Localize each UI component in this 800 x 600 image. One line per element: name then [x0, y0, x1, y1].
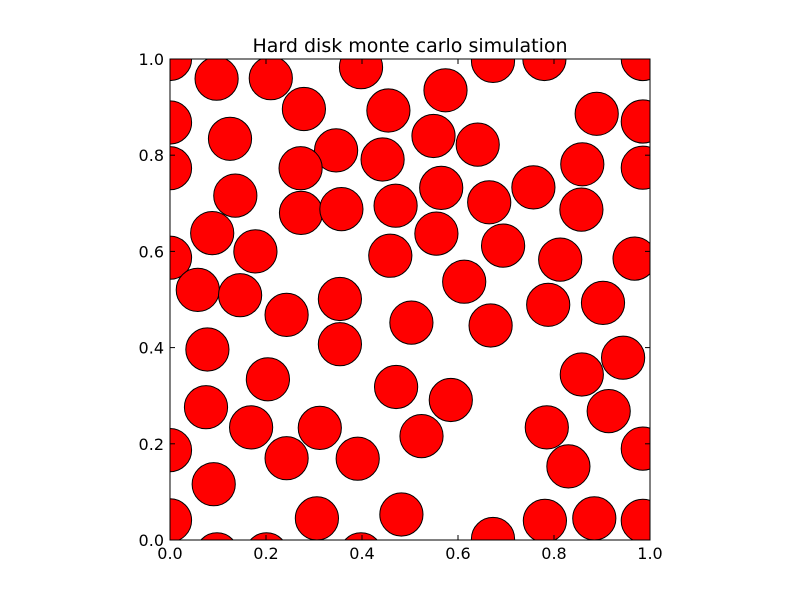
disk-12	[455, 122, 500, 167]
x-tick-label-3: 0.6	[445, 544, 470, 563]
ticks-layer: 0.0 0.2 0.4 0.6 0.8 1.0 0.0 0.2 0.4 0.6 0.8 1.0	[139, 50, 663, 563]
disk-45	[317, 322, 362, 367]
disk-66	[522, 498, 567, 540]
disk-64	[294, 496, 339, 540]
y-tick-label-0: 0.0	[139, 531, 164, 550]
disk-49	[559, 352, 604, 397]
y-tick-label-1: 0.2	[139, 435, 164, 454]
disk-27	[190, 211, 235, 256]
x-tick-label-0: 0.0	[157, 544, 182, 563]
disk-68	[620, 498, 650, 540]
disk-28	[233, 229, 278, 274]
disk-41	[468, 303, 513, 348]
disk-19	[213, 173, 258, 218]
disk-2	[338, 59, 384, 90]
disk-24	[467, 180, 512, 225]
disk-46	[601, 335, 646, 380]
disks-layer	[170, 59, 650, 540]
disk-9	[314, 128, 359, 173]
disk-21	[319, 187, 364, 232]
chart-title: Hard disk monte carlo simulation	[252, 35, 567, 57]
disk-26	[559, 187, 604, 232]
disk-44	[185, 327, 230, 372]
disk-30	[481, 223, 526, 268]
disk-13	[574, 91, 619, 136]
disk-63	[170, 498, 193, 540]
disk-16	[278, 146, 323, 191]
disk-23	[419, 165, 464, 210]
disk-50	[183, 385, 229, 430]
disk-32	[368, 233, 413, 278]
disk-62	[191, 462, 236, 507]
disk-33	[538, 237, 583, 282]
x-tick-label-5: 1.0	[637, 544, 662, 563]
disk-43	[580, 280, 626, 325]
disk-40	[389, 300, 434, 345]
y-tick-label-2: 0.4	[139, 339, 164, 358]
disk-69	[200, 532, 234, 540]
disk-53	[170, 428, 193, 473]
disk-25	[511, 165, 556, 210]
y-tick-label-4: 0.8	[139, 146, 164, 165]
disk-39	[317, 276, 362, 322]
disk-1	[248, 59, 293, 101]
disk-67	[572, 496, 617, 540]
disk-59	[264, 436, 309, 481]
disk-14	[620, 99, 650, 144]
disk-10	[360, 137, 405, 182]
disk-37	[442, 259, 487, 304]
disk-11	[411, 113, 456, 159]
y-tick-label-3: 0.6	[139, 242, 164, 261]
disk-47	[245, 357, 290, 402]
disk-56	[399, 414, 444, 459]
disk-34	[612, 236, 650, 281]
disk-38	[264, 292, 309, 337]
disk-36	[218, 273, 263, 318]
disk-3	[470, 59, 516, 83]
disk-65	[379, 492, 424, 537]
disk-31	[170, 235, 193, 280]
disk-60	[335, 436, 380, 481]
x-tick-label-1: 0.2	[253, 544, 278, 563]
disk-29	[414, 211, 459, 256]
disk-61	[546, 444, 591, 489]
disk-42	[526, 282, 571, 327]
disk-52	[586, 389, 631, 434]
disk-8	[207, 116, 253, 161]
disk-35	[175, 267, 220, 312]
y-tick-label-5: 1.0	[139, 50, 164, 69]
disk-57	[524, 405, 569, 450]
disk-71	[344, 532, 378, 540]
disk-51	[428, 377, 473, 423]
x-tick-label-2: 0.4	[349, 544, 374, 563]
disk-48	[374, 364, 419, 410]
disk-7	[170, 100, 193, 145]
x-tick-label-4: 0.8	[541, 544, 566, 563]
disk-20	[278, 190, 324, 235]
disk-5	[366, 88, 411, 133]
disk-4	[281, 86, 326, 132]
disk-18	[620, 145, 650, 190]
plot-frame	[169, 58, 651, 541]
disk-17	[560, 142, 605, 187]
disk-0	[194, 59, 239, 101]
disk-54	[229, 405, 274, 450]
disk-15	[170, 146, 193, 191]
disk-6	[423, 68, 468, 113]
disk-22	[373, 183, 418, 228]
disk-55	[297, 405, 342, 450]
disk-72	[470, 516, 516, 540]
disk-58	[620, 426, 650, 471]
